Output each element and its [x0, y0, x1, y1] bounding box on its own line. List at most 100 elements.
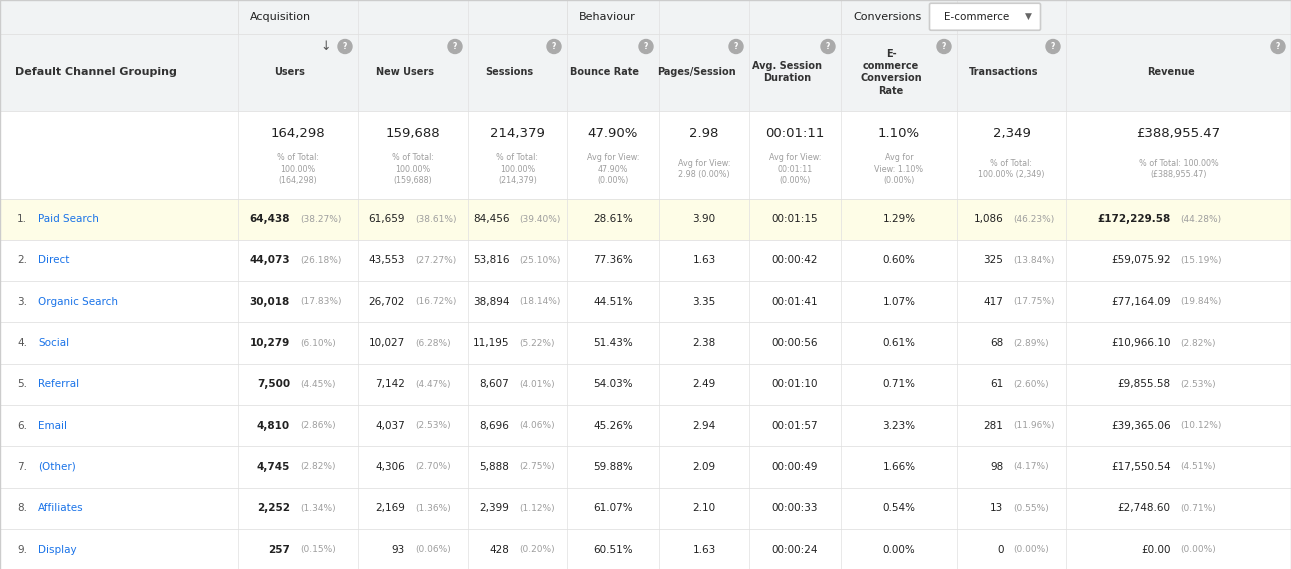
- Text: £0.00: £0.00: [1141, 545, 1171, 555]
- Text: (26.18%): (26.18%): [300, 256, 341, 265]
- Circle shape: [821, 39, 835, 53]
- Text: 8,696: 8,696: [480, 420, 510, 431]
- Text: (38.61%): (38.61%): [414, 215, 457, 224]
- Text: (0.00%): (0.00%): [1180, 545, 1216, 554]
- Text: ↓: ↓: [320, 40, 332, 53]
- Bar: [0, 240, 1291, 281]
- Text: (4.45%): (4.45%): [300, 380, 336, 389]
- Text: ?: ?: [343, 42, 347, 51]
- Text: 98: 98: [990, 462, 1003, 472]
- Text: (2.82%): (2.82%): [300, 463, 336, 472]
- Text: (15.19%): (15.19%): [1180, 256, 1223, 265]
- Text: (4.51%): (4.51%): [1180, 463, 1216, 472]
- Text: (0.71%): (0.71%): [1180, 504, 1216, 513]
- Text: Email: Email: [37, 420, 67, 431]
- Text: 3.23%: 3.23%: [883, 420, 915, 431]
- Bar: [0, 281, 1291, 323]
- Text: % of Total: 100.00%
(£388,955.47): % of Total: 100.00% (£388,955.47): [1139, 159, 1219, 179]
- Bar: [0, 323, 1291, 364]
- Text: £2,748.60: £2,748.60: [1118, 503, 1171, 513]
- Text: E-commerce: E-commerce: [945, 12, 1010, 22]
- Text: 281: 281: [984, 420, 1003, 431]
- Text: 4,745: 4,745: [257, 462, 290, 472]
- Text: £9,855.58: £9,855.58: [1118, 380, 1171, 389]
- Text: Default Channel Grouping: Default Channel Grouping: [15, 67, 177, 77]
- Text: Referral: Referral: [37, 380, 79, 389]
- Text: 164,298: 164,298: [271, 126, 325, 139]
- Text: 51.43%: 51.43%: [593, 338, 633, 348]
- Text: (1.36%): (1.36%): [414, 504, 451, 513]
- Text: 2.98: 2.98: [689, 126, 719, 139]
- Text: 2.: 2.: [17, 255, 27, 266]
- Text: Avg for View:
2.98 (0.00%): Avg for View: 2.98 (0.00%): [678, 159, 731, 179]
- Text: 45.26%: 45.26%: [593, 420, 633, 431]
- Text: (0.20%): (0.20%): [519, 545, 555, 554]
- Text: 4,306: 4,306: [376, 462, 405, 472]
- Text: 3.: 3.: [17, 297, 27, 307]
- Text: 00:01:57: 00:01:57: [772, 420, 818, 431]
- Text: 00:00:24: 00:00:24: [772, 545, 818, 555]
- Text: 325: 325: [984, 255, 1003, 266]
- Text: 5.: 5.: [17, 380, 27, 389]
- Text: 9.: 9.: [17, 545, 27, 555]
- Text: 1.63: 1.63: [692, 255, 715, 266]
- Text: 10,279: 10,279: [249, 338, 290, 348]
- Text: 61: 61: [990, 380, 1003, 389]
- Text: (6.28%): (6.28%): [414, 339, 451, 348]
- Text: Affiliates: Affiliates: [37, 503, 84, 513]
- Text: 2,399: 2,399: [480, 503, 510, 513]
- Text: (4.47%): (4.47%): [414, 380, 451, 389]
- Text: 26,702: 26,702: [369, 297, 405, 307]
- Text: 8.: 8.: [17, 503, 27, 513]
- Text: 0.61%: 0.61%: [883, 338, 915, 348]
- Text: (2.70%): (2.70%): [414, 463, 451, 472]
- Text: Direct: Direct: [37, 255, 70, 266]
- Text: 30,018: 30,018: [249, 297, 290, 307]
- Text: £17,550.54: £17,550.54: [1110, 462, 1171, 472]
- Text: (Other): (Other): [37, 462, 76, 472]
- Text: (1.34%): (1.34%): [300, 504, 336, 513]
- Text: £59,075.92: £59,075.92: [1110, 255, 1171, 266]
- Text: Social: Social: [37, 338, 70, 348]
- Text: (2.86%): (2.86%): [300, 421, 336, 430]
- Text: Avg for
View: 1.10%
(0.00%): Avg for View: 1.10% (0.00%): [874, 154, 923, 184]
- Text: (38.27%): (38.27%): [300, 215, 341, 224]
- Text: 77.36%: 77.36%: [593, 255, 633, 266]
- Text: Avg. Session
Duration: Avg. Session Duration: [751, 61, 822, 84]
- Text: Acquisition: Acquisition: [250, 12, 311, 22]
- Text: New Users: New Users: [376, 67, 434, 77]
- Text: 1.10%: 1.10%: [878, 126, 920, 139]
- Text: 00:01:11: 00:01:11: [766, 126, 825, 139]
- Text: % of Total:
100.00% (2,349): % of Total: 100.00% (2,349): [979, 159, 1044, 179]
- Bar: [0, 199, 1291, 240]
- Text: 7,142: 7,142: [376, 380, 405, 389]
- Text: 93: 93: [391, 545, 405, 555]
- Text: 1.66%: 1.66%: [883, 462, 915, 472]
- Text: Revenue: Revenue: [1146, 67, 1194, 77]
- Bar: [0, 405, 1291, 446]
- Text: 2.09: 2.09: [692, 462, 715, 472]
- Text: 4,810: 4,810: [257, 420, 290, 431]
- Text: 159,688: 159,688: [386, 126, 440, 139]
- Text: £39,365.06: £39,365.06: [1110, 420, 1171, 431]
- Text: 4,037: 4,037: [376, 420, 405, 431]
- Text: 00:01:10: 00:01:10: [772, 380, 818, 389]
- Bar: [0, 0, 1291, 34]
- Text: (4.17%): (4.17%): [1013, 463, 1050, 472]
- Bar: [0, 364, 1291, 405]
- Text: (19.84%): (19.84%): [1180, 297, 1221, 306]
- Text: 38,894: 38,894: [473, 297, 510, 307]
- Bar: [0, 111, 1291, 199]
- Circle shape: [547, 39, 562, 53]
- Text: (2.53%): (2.53%): [414, 421, 451, 430]
- Bar: [0, 34, 1291, 111]
- Text: ?: ?: [551, 42, 556, 51]
- Text: 1.63: 1.63: [692, 545, 715, 555]
- Text: (5.22%): (5.22%): [519, 339, 555, 348]
- Text: 0.54%: 0.54%: [883, 503, 915, 513]
- Text: 00:01:41: 00:01:41: [772, 297, 818, 307]
- Text: £10,966.10: £10,966.10: [1112, 338, 1171, 348]
- Text: 64,438: 64,438: [249, 214, 290, 224]
- Text: 2,169: 2,169: [376, 503, 405, 513]
- Text: ?: ?: [644, 42, 648, 51]
